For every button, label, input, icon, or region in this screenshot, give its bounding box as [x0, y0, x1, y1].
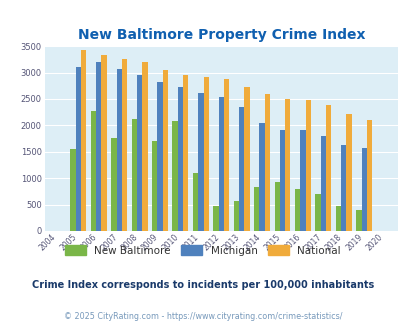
Bar	[91, 111, 96, 231]
Bar	[122, 59, 127, 231]
Bar	[177, 87, 183, 231]
Bar	[116, 69, 121, 231]
Bar	[315, 194, 320, 231]
Bar	[279, 130, 284, 231]
Bar	[366, 119, 371, 231]
Bar	[284, 99, 290, 231]
Bar	[345, 114, 351, 231]
Bar	[244, 87, 249, 231]
Bar	[96, 62, 101, 231]
Text: Crime Index corresponds to incidents per 100,000 inhabitants: Crime Index corresponds to incidents per…	[32, 280, 373, 290]
Bar	[70, 149, 75, 231]
Bar	[192, 174, 198, 231]
Legend: New Baltimore, Michigan, National: New Baltimore, Michigan, National	[61, 241, 344, 260]
Bar	[259, 123, 264, 231]
Bar	[325, 105, 330, 231]
Bar	[300, 130, 305, 231]
Bar	[274, 182, 279, 231]
Bar	[157, 82, 162, 231]
Bar	[162, 70, 168, 231]
Bar	[218, 97, 224, 231]
Bar	[142, 62, 147, 231]
Bar	[294, 189, 300, 231]
Bar	[136, 75, 142, 231]
Bar	[131, 118, 136, 231]
Bar	[213, 206, 218, 231]
Bar	[81, 50, 86, 231]
Bar	[203, 77, 208, 231]
Bar	[101, 55, 107, 231]
Bar	[360, 148, 366, 231]
Bar	[239, 108, 244, 231]
Bar	[75, 67, 81, 231]
Bar	[198, 93, 203, 231]
Bar	[254, 187, 259, 231]
Bar	[111, 138, 116, 231]
Bar	[224, 80, 229, 231]
Bar	[340, 145, 345, 231]
Title: New Baltimore Property Crime Index: New Baltimore Property Crime Index	[77, 28, 364, 42]
Text: © 2025 CityRating.com - https://www.cityrating.com/crime-statistics/: © 2025 CityRating.com - https://www.city…	[64, 312, 341, 321]
Bar	[152, 141, 157, 231]
Bar	[355, 210, 360, 231]
Bar	[335, 206, 340, 231]
Bar	[305, 100, 310, 231]
Bar	[264, 94, 269, 231]
Bar	[172, 121, 177, 231]
Bar	[320, 136, 325, 231]
Bar	[183, 75, 188, 231]
Bar	[233, 201, 239, 231]
